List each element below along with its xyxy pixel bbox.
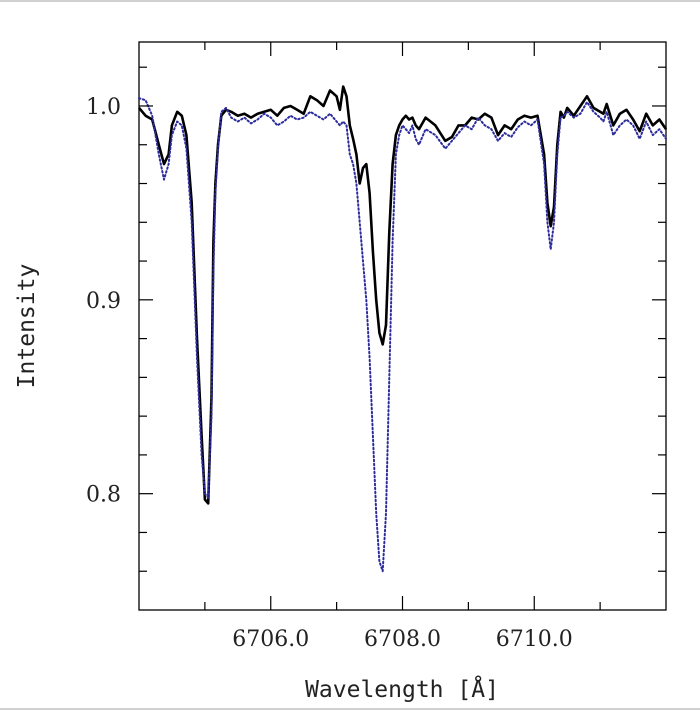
y-tick-label: 1.0: [86, 95, 121, 120]
x-tick-label: 6710.0: [496, 627, 573, 652]
series-line-dotted: [138, 97, 667, 573]
y-tick-label: 0.8: [86, 483, 121, 508]
x-axis-title: Wavelength [Å]: [305, 675, 499, 703]
y-tick-label: 0.9: [86, 289, 121, 314]
x-tick-label: 6708.0: [364, 627, 441, 652]
y-axis-title: Intensity: [14, 264, 40, 389]
x-tick-label: 6706.0: [232, 627, 309, 652]
